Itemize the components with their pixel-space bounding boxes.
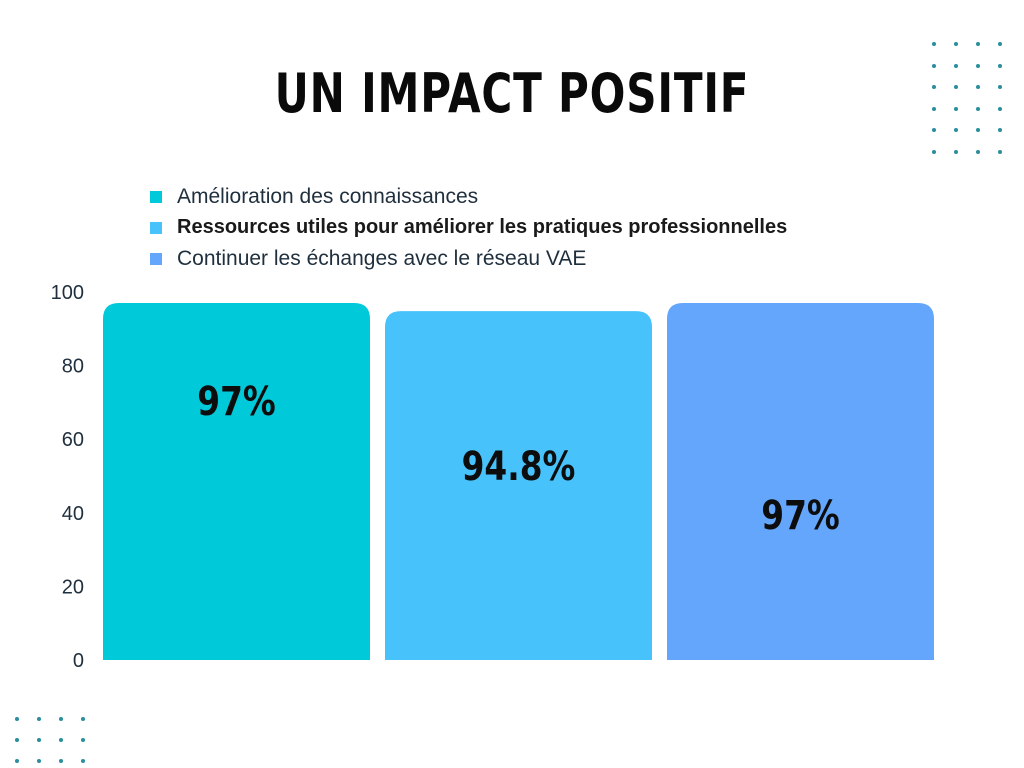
bar-data-label-1: 97%	[197, 378, 275, 425]
bar-2	[385, 311, 652, 660]
decorative-dot-grid-top-right	[932, 42, 1012, 157]
bar-data-label-3: 97%	[761, 492, 839, 539]
page-title: UN IMPACT POSITIF	[274, 62, 750, 125]
decorative-dot	[998, 42, 1002, 46]
decorative-dot	[976, 128, 980, 133]
y-tick-label: 80	[62, 356, 84, 378]
legend-swatch-connaissances	[150, 190, 162, 203]
decorative-dot	[15, 759, 19, 763]
decorative-dot	[954, 85, 958, 90]
decorative-dot	[932, 85, 936, 90]
decorative-dot	[976, 106, 980, 111]
bar-3	[667, 303, 934, 660]
legend-swatch-echanges	[150, 252, 162, 265]
decorative-dot	[15, 738, 19, 742]
bar-1	[103, 303, 370, 660]
chart-legend: Amélioration des connaissances Ressource…	[150, 181, 787, 274]
legend-label-echanges: Continuer les échanges avec le réseau VA…	[177, 246, 587, 270]
y-tick-label: 100	[51, 282, 84, 304]
decorative-dot	[954, 42, 958, 46]
legend-label-connaissances: Amélioration des connaissances	[177, 184, 479, 208]
decorative-dot	[37, 717, 41, 721]
decorative-dot	[15, 717, 19, 721]
y-tick-label: 0	[73, 650, 84, 672]
decorative-dot	[932, 128, 936, 133]
decorative-dot	[954, 128, 958, 133]
decorative-dot	[37, 738, 41, 742]
decorative-dot	[932, 106, 936, 111]
decorative-dot	[932, 150, 936, 154]
bar-data-label-2: 94.8%	[462, 443, 576, 490]
decorative-dot	[976, 150, 980, 154]
decorative-dot	[976, 85, 980, 90]
decorative-dot	[81, 717, 85, 721]
legend-item-ressources: Ressources utiles pour améliorer les pra…	[150, 212, 787, 243]
legend-item-connaissances: Amélioration des connaissances	[150, 181, 787, 212]
decorative-dot	[954, 106, 958, 111]
y-tick-label: 20	[62, 576, 84, 598]
decorative-dot	[932, 63, 936, 68]
decorative-dot	[976, 63, 980, 68]
decorative-dot	[954, 150, 958, 154]
decorative-dot	[976, 42, 980, 46]
decorative-dot	[998, 106, 1002, 111]
decorative-dot	[59, 759, 63, 763]
decorative-dot	[81, 738, 85, 742]
decorative-dot	[932, 42, 936, 46]
y-tick-label: 40	[62, 503, 84, 525]
legend-label-ressources: Ressources utiles pour améliorer les pra…	[177, 216, 788, 238]
decorative-dot	[998, 150, 1002, 154]
decorative-dot	[59, 738, 63, 742]
decorative-dot	[81, 759, 85, 763]
decorative-dot	[998, 85, 1002, 90]
decorative-dot-grid-bottom-left	[15, 717, 95, 768]
decorative-dot	[59, 717, 63, 721]
decorative-dot	[954, 63, 958, 68]
decorative-dot	[37, 759, 41, 763]
y-tick-label: 60	[62, 429, 84, 451]
decorative-dot	[998, 63, 1002, 68]
decorative-dot	[998, 128, 1002, 133]
legend-swatch-ressources	[150, 221, 162, 234]
legend-item-echanges: Continuer les échanges avec le réseau VA…	[150, 243, 787, 274]
